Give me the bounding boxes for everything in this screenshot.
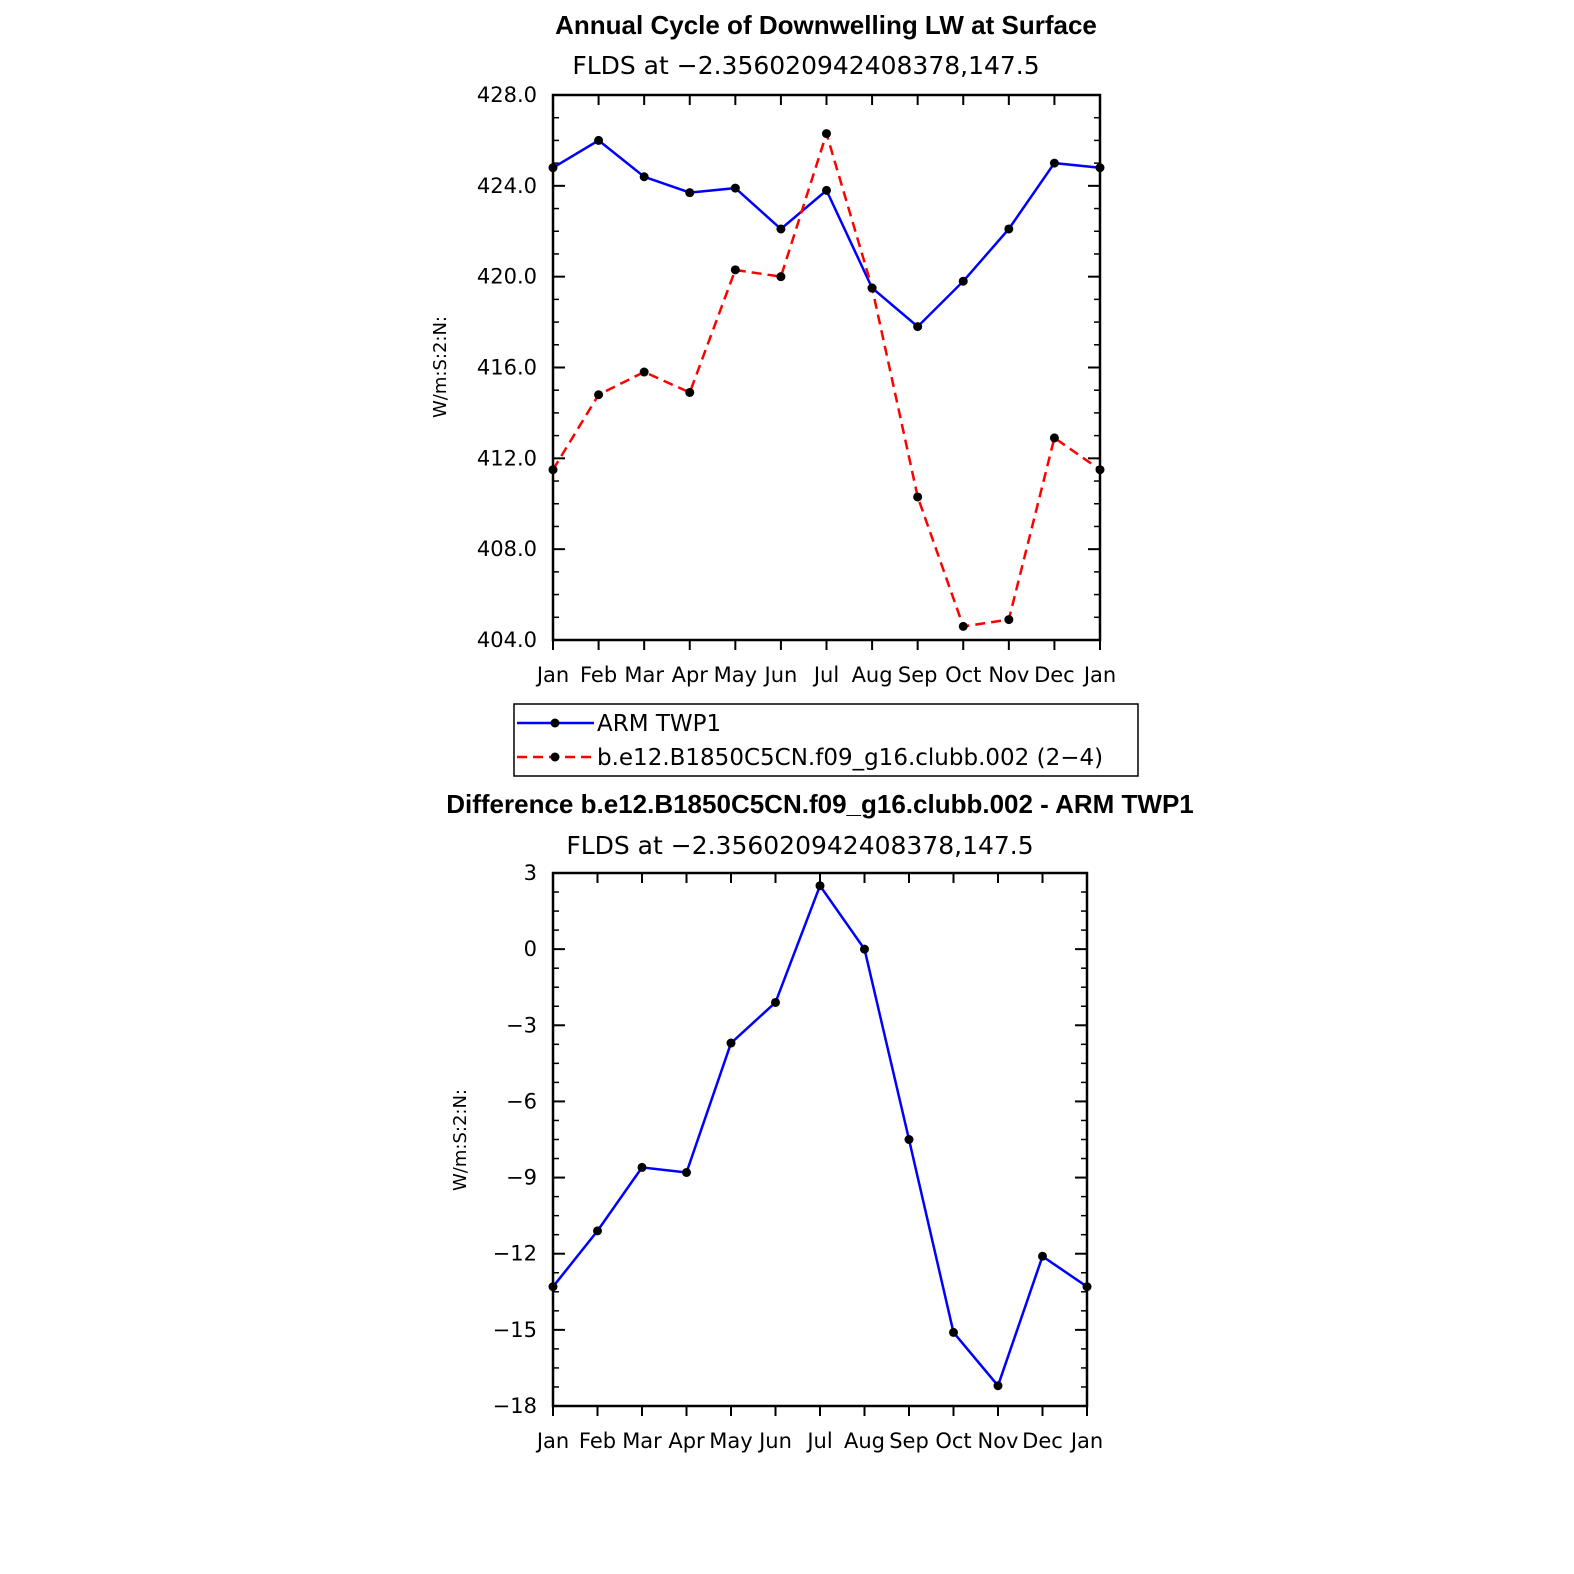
chart-1-series-0-point [822, 185, 831, 195]
chart-2-ytick-label: −9 [506, 1166, 537, 1190]
chart-2-xtick-label: Jun [757, 1429, 792, 1453]
chart-1-plot: 404.0 408.0 412.0 416.0 420.0 424.0 428.0 Jan Fe… [477, 83, 1116, 687]
chart-1-xtick-label: Apr [672, 663, 709, 687]
chart-2-xtick-label: Jan [535, 1429, 569, 1453]
chart-2-xtick-label: Jan [1069, 1429, 1103, 1453]
chart-2-series-0-point [860, 944, 869, 954]
chart-1-series-0-point [913, 322, 923, 332]
chart-2-ylabel: W/m:S:2:N: [450, 1089, 471, 1191]
chart-2-ytick-label: −6 [506, 1089, 537, 1113]
chart-1-xtick-label: Jan [535, 663, 569, 687]
chart-2-ytick-label: −3 [506, 1013, 537, 1037]
chart-1-subtitle: FLDS at −2.356020942408378,147.5 [572, 51, 1039, 80]
chart-1-title: Annual Cycle of Downwelling LW at Surfac… [555, 10, 1097, 40]
chart-1-series-0-point [594, 135, 604, 145]
chart-1-ytick-label: 408.0 [477, 537, 537, 561]
chart-1-xtick-label: Nov [988, 663, 1029, 687]
chart-1-ytick-label: 420.0 [477, 265, 537, 289]
chart-2-ytick-label: −12 [493, 1242, 537, 1266]
chart-2-series-0-point [993, 1381, 1003, 1391]
chart-1-series-0-point [685, 188, 695, 198]
chart-1-series-0-point [958, 276, 968, 286]
chart-2-series-0-line [552, 883, 1088, 1389]
chart-1-xtick-label: Jan [1082, 663, 1116, 687]
chart-1-series-1-point [594, 390, 604, 400]
chart-1-series-0-point [639, 172, 649, 182]
chart-1-xtick-label: Oct [945, 663, 981, 687]
chart-2-series-0-point [1038, 1251, 1047, 1261]
chart-1-ytick-label: 428.0 [477, 83, 537, 107]
chart-2-xtick-label: Apr [668, 1429, 705, 1453]
chart-2-xtick-label: Dec [1022, 1429, 1063, 1453]
chart-1-xtick-label: Jun [763, 663, 798, 687]
chart-1-series-0-line [552, 138, 1101, 329]
chart-1-series-1-point [730, 265, 740, 275]
chart-2-xtick-label: Aug [844, 1429, 885, 1453]
legend-label-model: b.e12.B1850C5CN.f09_g16.clubb.002 (2−4) [597, 745, 1103, 771]
chart-2-series-0-point [1082, 1282, 1092, 1292]
chart-2-ytick-label: −15 [493, 1318, 537, 1342]
chart-1-ytick-label: 404.0 [477, 628, 537, 652]
chart-1-xtick-label: Jul [812, 663, 839, 687]
chart-1-xtick-label: Aug [852, 663, 893, 687]
chart-1-ylabel: W/m:S:2:N: [430, 316, 451, 418]
chart-1-series-0-point [776, 224, 786, 234]
chart-2-series-0-point [771, 997, 780, 1007]
chart-1-xtick-label: Mar [624, 663, 664, 687]
chart-2-series-0-point [904, 1135, 914, 1144]
chart-1-series-1-point [1004, 615, 1014, 625]
chart-1-series-0-point [1095, 163, 1105, 173]
chart-1-xtick-label: May [714, 663, 757, 687]
legend-marker-arm-twp1 [550, 718, 560, 728]
chart-1-series-0-point [730, 183, 740, 193]
chart-1-frame [551, 93, 1102, 642]
chart-2-xtick-label: Sep [889, 1429, 929, 1453]
chart-2-series-0-point [637, 1162, 647, 1172]
chart-1-series-1-line [551, 129, 1101, 628]
legend-marker-model [550, 752, 560, 762]
chart-1-legend: ARM TWP1 b.e12.B1850C5CN.f09_g16.clubb.0… [513, 703, 1139, 777]
chart-2-xtick-label: May [709, 1429, 752, 1453]
chart-2-series-0-point [949, 1327, 958, 1337]
chart-2-ytick-label: 3 [524, 861, 537, 885]
chart-2-xtick-label: Jul [805, 1429, 832, 1453]
chart-1-series-1-point [548, 465, 558, 475]
chart-2-series-0-point [548, 1282, 558, 1292]
chart-2-title: Difference b.e12.B1850C5CN.f09_g16.clubb… [446, 789, 1194, 819]
chart-1-series-1-point [913, 492, 923, 502]
chart-1-series-1-point [776, 272, 786, 282]
chart-2-subtitle: FLDS at −2.356020942408378,147.5 [566, 831, 1033, 860]
chart-1-xtick-label: Dec [1034, 663, 1075, 687]
chart-1-xtick-label: Feb [580, 663, 617, 687]
chart-2-series-0-point [593, 1226, 602, 1236]
chart-1-series-1-point [639, 367, 649, 377]
chart-2-frame [551, 871, 1089, 1408]
legend-box [513, 703, 1139, 777]
chart-2-xtick-label: Feb [579, 1429, 616, 1453]
chart-2-ytick-label: −18 [493, 1394, 537, 1418]
chart-1-ytick-label: 412.0 [477, 446, 537, 470]
chart-1-series-0-point [1004, 224, 1014, 234]
legend-label-arm-twp1: ARM TWP1 [597, 711, 721, 737]
chart-1-series-1-point [822, 129, 831, 139]
chart-1-xtick-label: Sep [898, 663, 938, 687]
chart-1-series-1-point [1095, 465, 1105, 475]
chart-1-series-1-point [867, 283, 877, 293]
chart-2-ytick-label: 0 [524, 937, 537, 961]
chart-2-plot: −18 −15 −12 −9 −6 −3 0 3 Jan Feb Mar Apr May Jun Jul Au… [493, 861, 1104, 1453]
chart-2-series-0-point [682, 1167, 691, 1177]
chart-1-ytick-label: 424.0 [477, 174, 537, 198]
chart-1-ytick-label: 416.0 [477, 356, 537, 380]
chart-2-xtick-label: Mar [622, 1429, 662, 1453]
chart-2-series-0-point [815, 881, 825, 891]
chart-1-series-0-point [1049, 158, 1059, 168]
chart-2-xtick-label: Oct [935, 1429, 971, 1453]
chart-1-series-0-point [548, 163, 558, 173]
chart-2-xtick-label: Nov [978, 1429, 1019, 1453]
chart-1-series-1-point [1049, 433, 1059, 443]
chart-1-series-1-point [958, 621, 968, 631]
chart-2-series-0-point [726, 1038, 736, 1048]
chart-1-series-1-point [685, 387, 695, 397]
